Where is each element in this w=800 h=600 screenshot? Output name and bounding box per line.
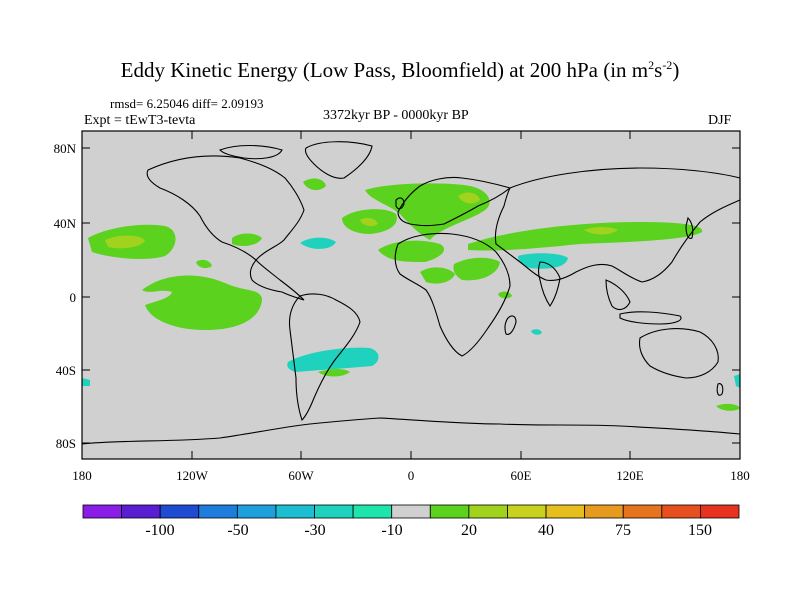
colorbar-swatch [391, 504, 431, 519]
coast-asia [494, 167, 741, 283]
coast-uk [395, 197, 405, 210]
lat-label-40n: 40N [54, 216, 77, 231]
colorbar-swatch [545, 504, 586, 519]
colorbar-swatch [468, 504, 508, 519]
colorbar-labels: -100 -50 -30 -10 20 40 75 150 [145, 522, 712, 539]
season-label: DJF [708, 113, 732, 128]
coast-indonesia [619, 311, 682, 325]
colorbar-swatch [622, 504, 663, 519]
coast-arctic-canada [219, 144, 283, 160]
colorbar-label: 75 [615, 522, 631, 539]
lon-label-60e: 60E [511, 468, 532, 483]
asian-jet-region [468, 222, 703, 251]
colorbar-label: 150 [688, 522, 712, 539]
colorbar-swatch [507, 504, 547, 519]
coast-southeast-asia [605, 279, 631, 311]
asian-jet-core [584, 227, 618, 235]
colorbar-swatch [429, 504, 470, 519]
coast-greenland [304, 141, 373, 179]
canada-patch [303, 178, 326, 191]
lat-label-40s: 40S [56, 363, 76, 378]
lat-label-80n: 80N [54, 141, 77, 156]
colorbar [82, 504, 740, 519]
chart-title: Eddy Kinetic Energy (Low Pass, Bloomfiel… [120, 58, 680, 82]
colorbar-label: 20 [461, 522, 477, 539]
india-negative-patch [518, 253, 568, 269]
arabia-region [453, 257, 500, 281]
colorbar-label: 40 [538, 522, 554, 539]
europe-region [365, 183, 490, 240]
west-edge-negative [82, 378, 90, 386]
coastlines [81, 141, 741, 445]
colorbar-swatch [159, 504, 200, 519]
colorbar-swatch [352, 504, 393, 519]
positive-anomaly-regions [88, 178, 740, 411]
atlantic-negative-patch [300, 237, 336, 249]
coast-antarctica [81, 417, 741, 445]
colorbar-label: -30 [304, 522, 325, 539]
stats-text: rmsd= 6.25046 diff= 2.09193 [110, 96, 264, 111]
east-edge-negative [734, 374, 740, 388]
colorbar-swatch [198, 504, 238, 519]
lon-label-120e: 120E [616, 468, 644, 483]
axis-ticks [81, 131, 741, 459]
negative-anomaly-regions [82, 237, 740, 388]
europe-core [458, 192, 480, 204]
south-atlantic-negative [287, 347, 379, 372]
north-pacific-core [105, 235, 145, 249]
colorbar-label: -10 [381, 522, 402, 539]
south-pacific-east-patch [716, 403, 740, 411]
north-atlantic-core [360, 217, 378, 227]
colorbar-label: -50 [227, 522, 248, 539]
lat-label-80s: 80S [56, 436, 76, 451]
coast-europe [397, 176, 512, 227]
lon-label-60w: 60W [288, 468, 314, 483]
west-africa-region [420, 267, 455, 284]
indian-ocean-negative [531, 329, 542, 335]
colorbar-swatch [584, 504, 624, 519]
colorbar-swatch [275, 504, 315, 519]
coast-japan [685, 216, 694, 239]
coast-africa [394, 232, 511, 357]
coast-south-america [288, 293, 361, 422]
colorbar-label: -100 [145, 522, 174, 539]
lon-label-180w: 180 [72, 468, 92, 483]
central-pacific-region [232, 233, 262, 246]
lon-label-180e: 180 [730, 468, 750, 483]
lat-label-0: 0 [70, 290, 77, 305]
colorbar-swatch [700, 504, 740, 519]
coast-north-america [146, 155, 305, 301]
colorbar-swatch [121, 504, 161, 519]
colorbar-swatch [236, 504, 277, 519]
north-africa-region [378, 240, 445, 262]
experiment-label: Expt = tEwT3-tevta [84, 113, 196, 128]
colorbar-swatch [314, 504, 354, 519]
coast-madagascar [504, 315, 517, 335]
east-africa-patch [498, 291, 512, 299]
colorbar-swatch [661, 504, 701, 519]
coast-india [537, 261, 561, 307]
colorbar-swatch [82, 504, 122, 519]
coast-australia [638, 328, 719, 379]
lon-label-0: 0 [408, 468, 415, 483]
east-pacific-patch [196, 259, 212, 269]
period-label: 3372kyr BP - 0000kyr BP [323, 108, 469, 123]
tropical-pacific-region [142, 275, 262, 330]
coast-new-zealand [716, 383, 724, 396]
lon-label-120w: 120W [176, 468, 209, 483]
